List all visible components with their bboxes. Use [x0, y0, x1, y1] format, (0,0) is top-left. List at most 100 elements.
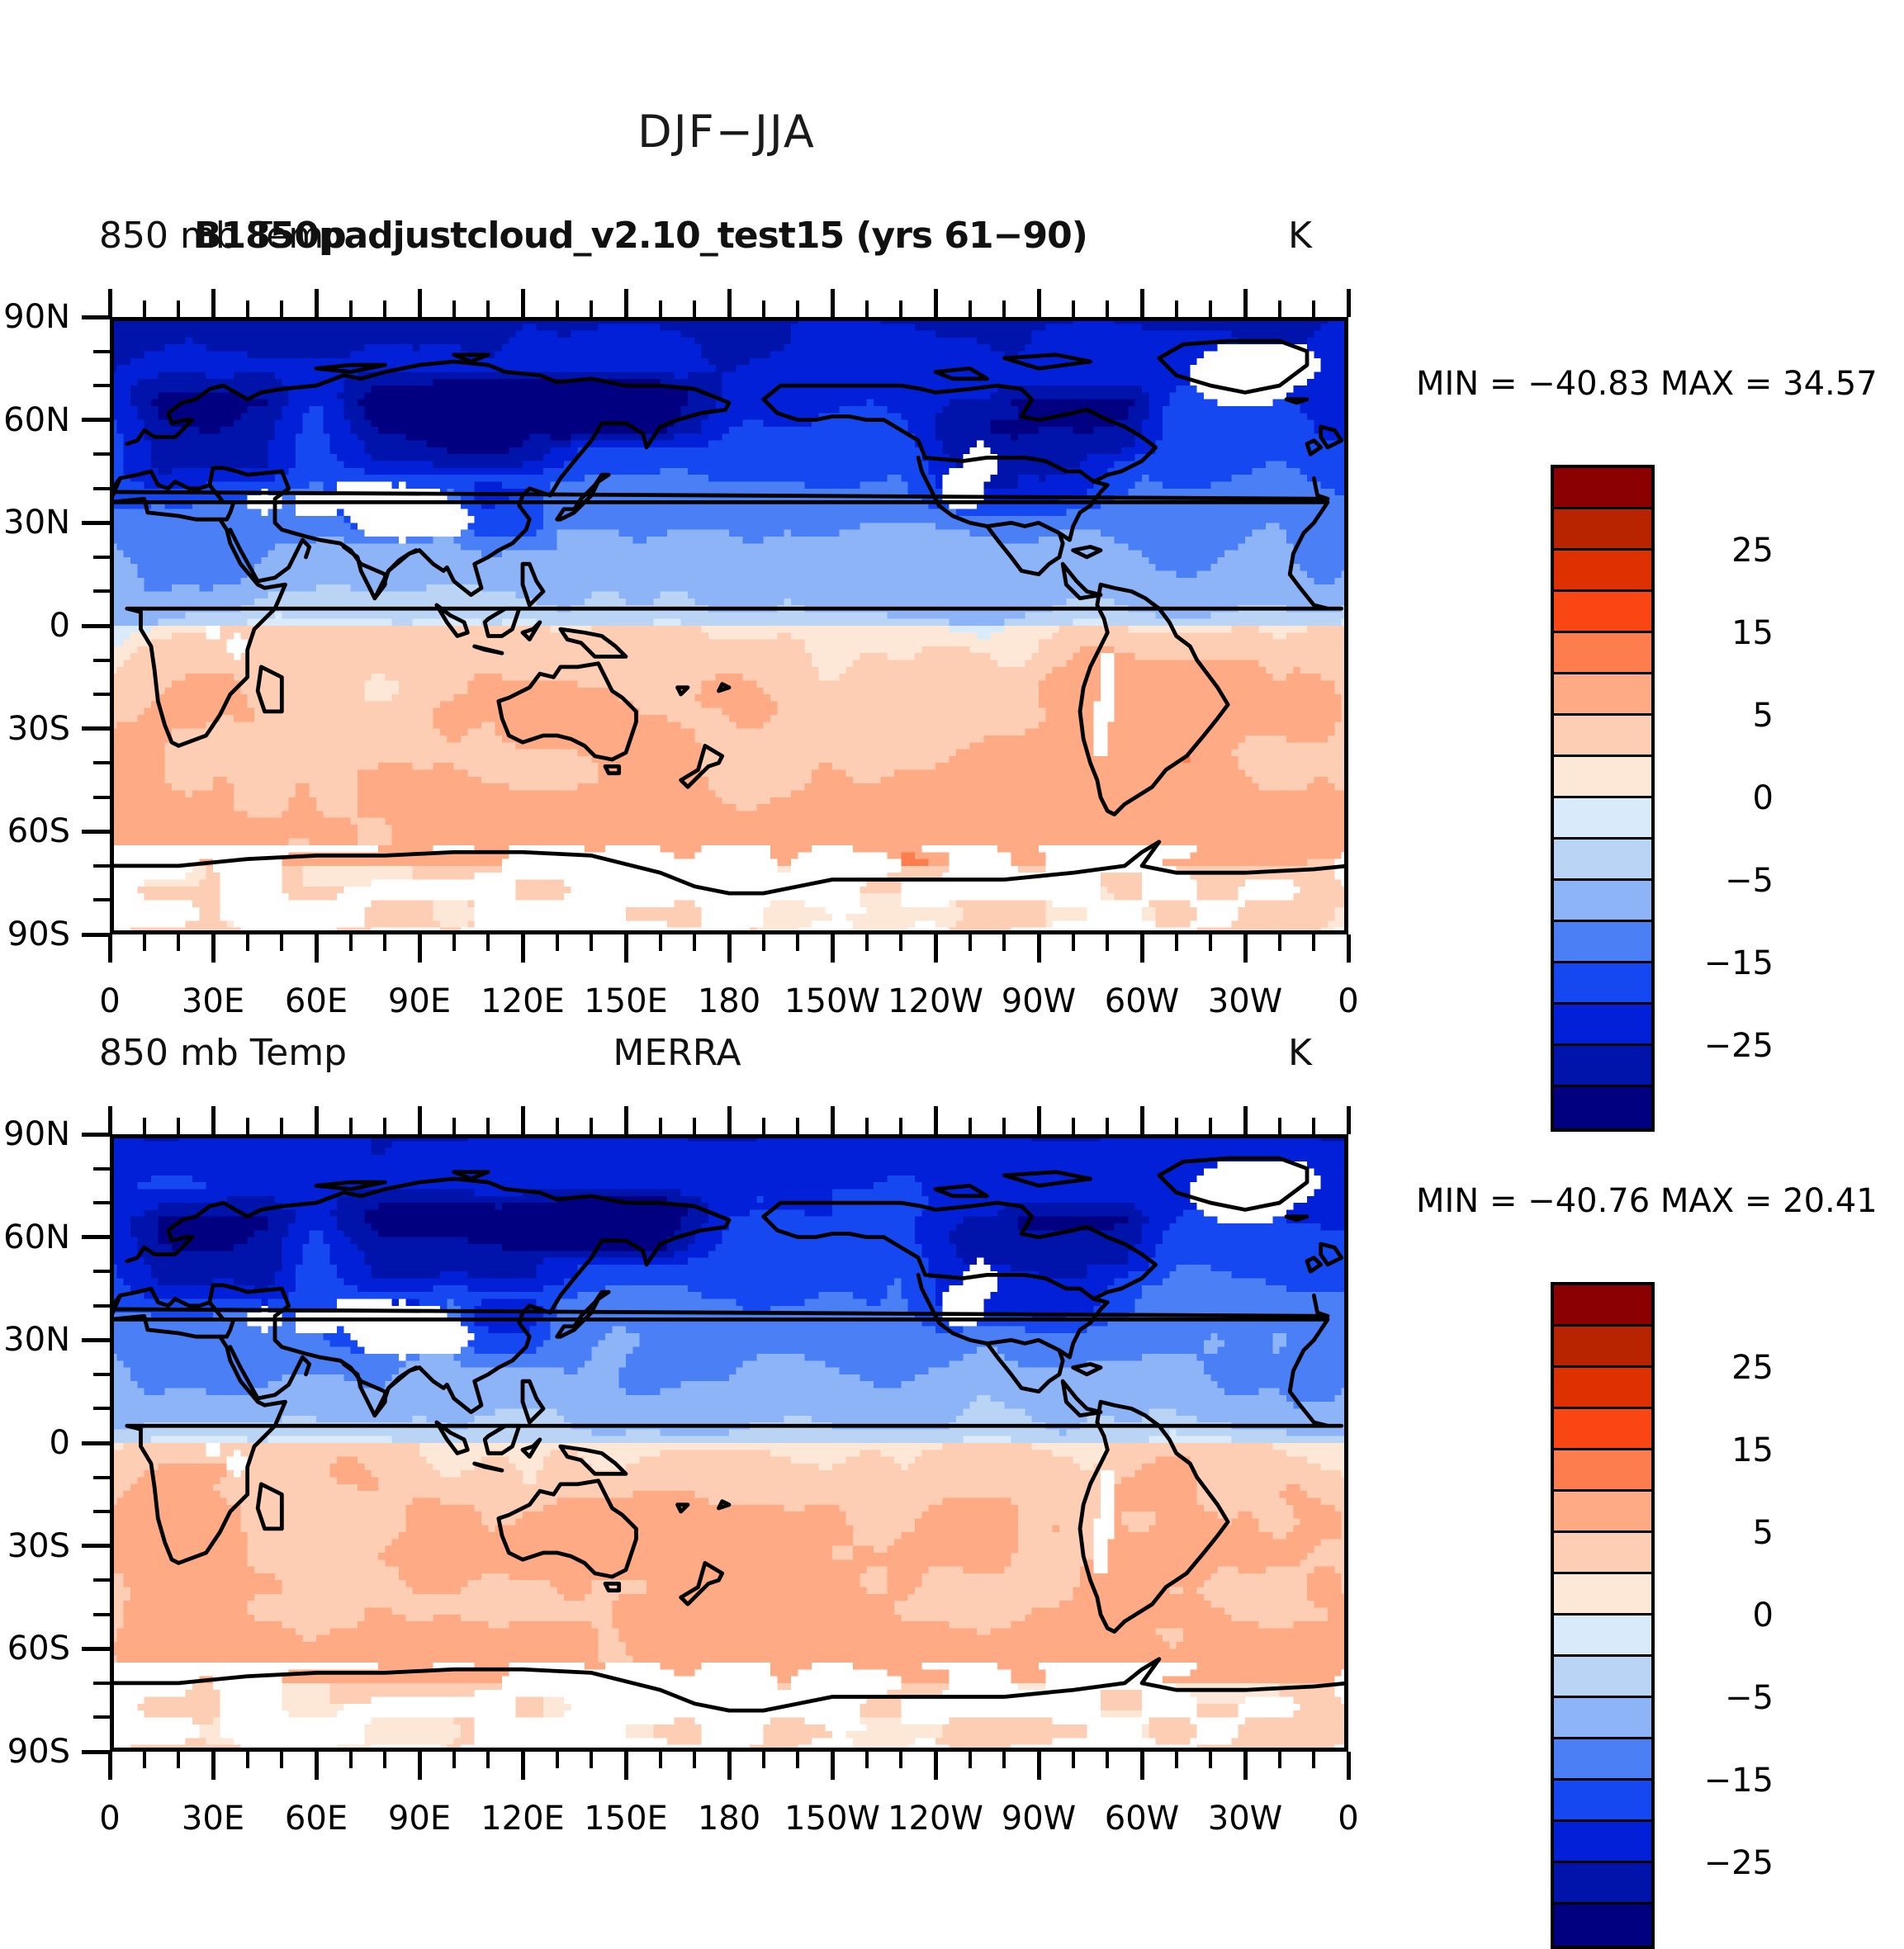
x-tick-minor [1072, 934, 1075, 951]
x-tick-minor [1312, 300, 1315, 317]
x-tick-minor [899, 1118, 902, 1134]
x-tick-label: 30W [1208, 982, 1282, 1020]
x-tick-minor [452, 300, 456, 317]
y-tick-minor [93, 384, 110, 387]
colorbar-segment [1554, 1492, 1651, 1533]
x-tick-minor [143, 1752, 146, 1768]
x-tick-label: 0 [1338, 1800, 1358, 1838]
x-tick-minor [383, 1752, 386, 1768]
y-tick-label: 0 [0, 1424, 70, 1462]
colorbar-label: 5 [1674, 1514, 1774, 1552]
x-tick-minor [899, 300, 902, 317]
colorbar-segment [1554, 1904, 1651, 1946]
colorbar-segment [1554, 1046, 1651, 1087]
x-tick-minor [693, 934, 696, 951]
x-tick-minor [280, 300, 283, 317]
colorbar-segment [1554, 1005, 1651, 1046]
x-tick-minor [693, 1118, 696, 1134]
x-tick-minor [486, 1752, 490, 1768]
x-tick-label: 90W [1002, 1800, 1076, 1838]
x-tick-major [1347, 934, 1351, 963]
y-tick-minor [93, 659, 110, 662]
y-tick-major [82, 418, 110, 422]
panel-djf-header-experiment: B1850padjustcloud_v2.10_test15 (yrs 61−9… [194, 215, 1087, 263]
x-tick-major [1037, 1106, 1041, 1134]
x-tick-major [1037, 934, 1041, 963]
colorbar-label: 5 [1674, 697, 1774, 735]
y-tick-major [82, 1338, 110, 1342]
panel-djf-plot [110, 317, 1348, 934]
x-tick-label: 90E [388, 982, 451, 1020]
y-tick-label: 60N [0, 1218, 70, 1256]
x-tick-minor [246, 300, 249, 317]
x-tick-minor [556, 934, 559, 951]
x-tick-major [108, 1106, 112, 1134]
x-tick-minor [143, 300, 146, 317]
colorbar-label: 0 [1674, 1597, 1774, 1634]
colorbar-label: −15 [1674, 944, 1774, 982]
x-tick-minor [693, 1752, 696, 1768]
y-tick-major [82, 830, 110, 834]
x-tick-label: 90W [1002, 982, 1076, 1020]
x-tick-major [624, 1752, 628, 1780]
colorbar-segment [1554, 1409, 1651, 1450]
x-tick-major [831, 934, 835, 963]
colorbar-segment [1554, 674, 1651, 716]
x-tick-major [315, 1752, 319, 1780]
x-tick-minor [796, 1118, 799, 1134]
x-tick-minor [659, 1752, 662, 1768]
x-tick-minor [143, 934, 146, 951]
x-tick-minor [349, 1118, 353, 1134]
y-tick-minor [93, 452, 110, 456]
y-tick-major [82, 1441, 110, 1445]
x-tick-minor [349, 1752, 353, 1768]
x-tick-minor [556, 1118, 559, 1134]
x-tick-minor [899, 934, 902, 951]
x-tick-minor [452, 1752, 456, 1768]
x-tick-major [521, 934, 525, 963]
panel-merra-header-experiment: MERRA [0, 1032, 1354, 1080]
x-tick-major [315, 934, 319, 963]
x-tick-label: 150W [784, 982, 880, 1020]
colorbar-segment [1554, 509, 1651, 551]
colorbar-label: −5 [1674, 862, 1774, 900]
panel-djf-unit-label: K [1288, 215, 1312, 263]
colorbar-label: −5 [1674, 1679, 1774, 1717]
x-tick-minor [1175, 300, 1178, 317]
y-tick-major [82, 1544, 110, 1548]
x-tick-major [1347, 289, 1351, 317]
colorbar-segment [1554, 1285, 1651, 1327]
y-tick-minor [93, 1715, 110, 1719]
y-tick-major [82, 1133, 110, 1137]
x-tick-major [831, 1106, 835, 1134]
x-tick-major [315, 1106, 319, 1134]
y-tick-major [82, 624, 110, 628]
colorbar-segment [1554, 1657, 1651, 1698]
x-tick-major [727, 289, 732, 317]
y-tick-label: 0 [0, 607, 70, 645]
panel-merra-unit-label: K [1288, 1032, 1312, 1080]
y-tick-label: 60S [0, 1630, 70, 1668]
y-tick-minor [93, 1407, 110, 1410]
colorbar-label: 25 [1674, 1349, 1774, 1387]
y-tick-major [82, 933, 110, 937]
x-tick-minor [1072, 1118, 1075, 1134]
colorbar-segment [1554, 716, 1651, 757]
colorbar-segment [1554, 592, 1651, 633]
panel-merra-frame [110, 1134, 1348, 1752]
x-tick-label: 120W [888, 982, 983, 1020]
colorbar-segment [1554, 633, 1651, 674]
y-tick-minor [93, 1373, 110, 1376]
colorbar-djf [1551, 465, 1655, 1132]
x-tick-label: 150E [584, 982, 668, 1020]
x-tick-major [727, 1752, 732, 1780]
x-tick-label: 30W [1208, 1800, 1282, 1838]
x-tick-minor [177, 1752, 180, 1768]
y-tick-major [82, 1235, 110, 1239]
x-tick-minor [280, 934, 283, 951]
colorbar-merra [1551, 1282, 1655, 1949]
x-tick-minor [246, 1118, 249, 1134]
x-tick-minor [659, 934, 662, 951]
x-tick-minor [1072, 300, 1075, 317]
x-tick-minor [590, 1118, 593, 1134]
